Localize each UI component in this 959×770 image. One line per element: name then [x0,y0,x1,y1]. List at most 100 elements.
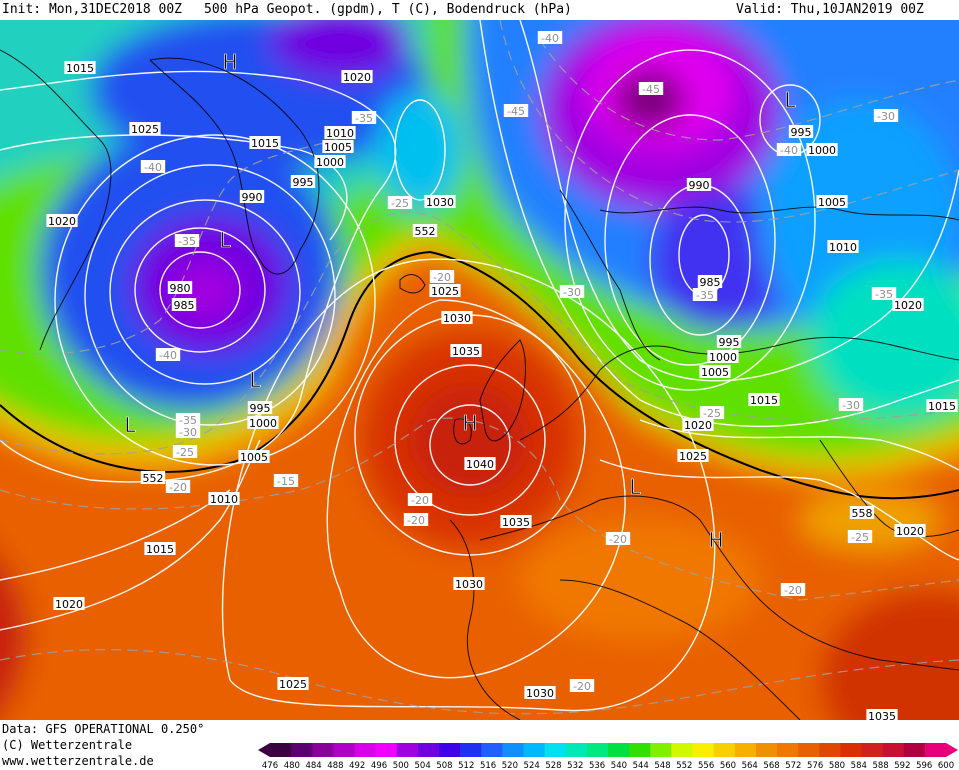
colorbar-tick-label: 584 [851,761,867,770]
isobar-label: 552 [140,471,166,485]
isobar-value: 1015 [66,62,94,75]
isobar-label: 552 [412,224,438,238]
isobar-value: 995 [719,336,740,349]
isobar-value: 995 [791,126,812,139]
temperature-label: -30 [873,109,899,123]
data-source: Data: GFS OPERATIONAL 0.250° [2,722,205,736]
colorbar-tick-label: 600 [938,761,954,770]
low-pressure-symbol: L [249,368,261,392]
isobar-value: 1040 [466,458,494,471]
color-scale-legend: 476 480 484 488 492 496 500 504 508 512 516 520 524 5… [258,743,958,770]
temperature-label: -30 [175,425,201,439]
isobar-value: 1010 [210,493,238,506]
init-time: Init: Mon,31DEC2018 00Z [2,2,183,17]
temperature-label: -40 [155,348,181,362]
isobar-label: 1015 [249,136,281,150]
colorbar-swatch [481,743,503,757]
isobar-label: 1010 [324,126,356,140]
isobar-value: 1030 [443,312,471,325]
isobar-value: 1030 [455,578,483,591]
isobar-label: 1005 [238,450,270,464]
temperature-value: -40 [541,32,559,45]
temperature-label: -20 [605,532,631,546]
temperature-value: -45 [642,83,660,96]
isobar-label: 1030 [524,686,556,700]
field-description: 500 hPa Geopot. (gpdm), T (C), Bodendruc… [204,2,572,17]
isobar-value: 1025 [431,285,459,298]
colorbar-tick-label: 484 [305,761,321,770]
isobar-value: 1015 [251,137,279,150]
temperature-value: -30 [877,110,895,123]
colorbar-swatch [924,743,947,757]
temperature-value: -30 [563,286,581,299]
colorbar-swatch [291,743,313,757]
isobar-label: 1000 [314,155,346,169]
isobar-value: 1010 [829,241,857,254]
colorbar-arrow-left [258,743,270,757]
temperature-label: -20 [429,270,455,284]
low-pressure-symbol: L [124,413,136,437]
colorbar-swatch [439,743,461,757]
colorbar-tick-label: 564 [742,761,758,770]
colorbar-tick-label: 512 [458,761,474,770]
colorbar-swatch [903,743,926,757]
colorbar-tick-label: 504 [415,761,431,770]
isobar-value: 990 [242,191,263,204]
isobar-value: 1025 [279,678,307,691]
isobar-value: 1005 [324,141,352,154]
high-pressure-symbol: H [708,528,723,552]
isobar-value: 985 [174,299,195,312]
colorbar-swatch [417,743,440,757]
colorbar-swatch [333,743,355,757]
temperature-value: -45 [507,105,525,118]
low-pressure-symbol: L [784,88,796,112]
temperature-label: -45 [638,82,664,96]
isobar-value: 1015 [146,543,174,556]
colorbar-swatch [312,743,334,757]
isobar-label: 1005 [816,195,848,209]
isobar-value: 990 [689,179,710,192]
isobar-value: 995 [250,402,271,415]
temperature-value: -25 [703,407,721,420]
isobar-label: 1000 [806,143,838,157]
temperature-label: -35 [175,413,201,427]
chart-header: Init: Mon,31DEC2018 00Z 500 hPa Geopot. … [0,0,959,20]
temperature-value: -20 [609,533,627,546]
temperature-value: -20 [169,481,187,494]
isobar-label: 990 [239,190,265,204]
isobar-label: 1010 [208,492,240,506]
colorbar-swatch [375,743,398,757]
temperature-label: -20 [780,583,806,597]
temperature-label: -20 [569,679,595,693]
isobar-value: 1010 [326,127,354,140]
isobar-label: 1020 [341,70,373,84]
colorbar-swatch [819,743,841,757]
isobar-value: 1030 [526,687,554,700]
temperature-value: -35 [355,112,373,125]
colorbar-tick-label: 580 [829,761,845,770]
colorbar-tick-label: 540 [611,761,627,770]
isobar-label: 1020 [894,524,926,538]
colorbar-tick-label: 560 [720,761,736,770]
temperature-value: -20 [407,514,425,527]
isobar-label: 995 [290,175,316,189]
colorbar-tick-label: 548 [654,761,670,770]
colorbar-swatch [882,743,905,757]
isobar-value: 558 [852,507,873,520]
isobar-value: 980 [170,282,191,295]
colorbar-swatch [713,743,736,757]
isobar-label: 1005 [322,140,354,154]
temperature-label: -40 [776,143,802,157]
temperature-label: -25 [172,445,198,459]
colorbar-swatch [840,743,862,757]
colorbar-swatch [565,743,588,757]
isobar-value: 552 [143,472,164,485]
colorbar-tick-label: 552 [676,761,692,770]
colorbar-swatch [523,743,546,757]
isobar-value: 1020 [48,215,76,228]
isobar-label: 1025 [129,122,161,136]
colorbar-tick-label: 492 [349,761,365,770]
colorbar-swatch [354,743,377,757]
isobar-value: 1005 [240,451,268,464]
